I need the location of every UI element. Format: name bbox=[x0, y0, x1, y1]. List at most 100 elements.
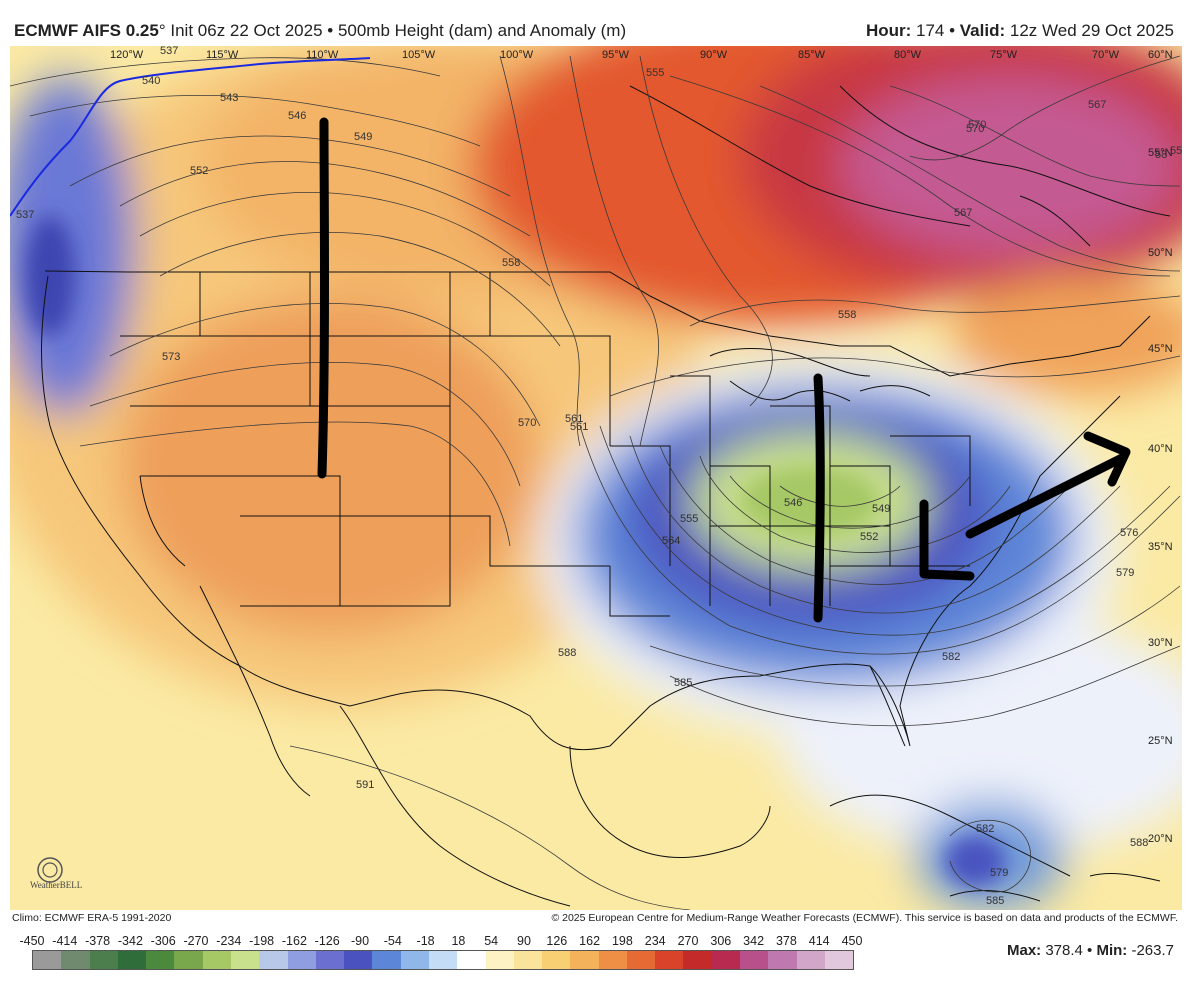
legend-tick: 126 bbox=[546, 934, 568, 948]
contour-label: 579 bbox=[1116, 567, 1134, 579]
legend-swatch bbox=[287, 951, 316, 969]
hour-label: Hour: bbox=[865, 21, 912, 40]
copyright-note: © 2025 European Centre for Medium-Range … bbox=[551, 912, 1178, 924]
contour-label: 573 bbox=[162, 351, 180, 363]
legend-swatch bbox=[61, 951, 90, 969]
contour-label: 576 bbox=[1120, 527, 1138, 539]
model-name: ECMWF AIFS 0.25 bbox=[14, 21, 159, 40]
legend-tick: 450 bbox=[841, 934, 863, 948]
legend-swatch bbox=[315, 951, 345, 969]
extra-label: 58 bbox=[1155, 149, 1167, 161]
legend-tick: 54 bbox=[484, 934, 499, 948]
valid-value: 12z Wed 29 Oct 2025 bbox=[1005, 21, 1174, 40]
latitude-label-top: 60°N bbox=[1148, 49, 1173, 61]
longitude-label: 115°W bbox=[206, 49, 239, 61]
extra-label: 567 bbox=[1088, 99, 1106, 111]
latitude-label: 30°N bbox=[1148, 637, 1173, 649]
logo-text: WeatherBELL bbox=[30, 880, 82, 890]
longitude-label: 70°W bbox=[1092, 49, 1120, 61]
latitude-label: 45°N bbox=[1148, 343, 1173, 355]
legend-tick: 306 bbox=[710, 934, 732, 948]
hurricane-label: 585 bbox=[986, 895, 1004, 907]
legend-tick: -198 bbox=[249, 934, 275, 948]
extra-label: 570 bbox=[966, 123, 984, 135]
contour-label: 549 bbox=[354, 131, 372, 143]
latitude-label: 50°N bbox=[1148, 247, 1173, 259]
legend-tick: 414 bbox=[808, 934, 830, 948]
map-canvas: 537 540 543 546 549 552 555 558 561 564 … bbox=[10, 46, 1182, 910]
contour-label: 588 bbox=[558, 647, 576, 659]
contour-label: 567 bbox=[954, 207, 972, 219]
legend-tick: 342 bbox=[743, 934, 765, 948]
latitude-label: 20°N bbox=[1148, 833, 1173, 845]
legend-swatch bbox=[174, 951, 203, 969]
arrow-shaft-annotation bbox=[965, 453, 1127, 539]
contour-label: 591 bbox=[356, 779, 374, 791]
legend-tick: 90 bbox=[517, 934, 531, 948]
legend-tick: -378 bbox=[85, 934, 111, 948]
weatherbell-logo-graphic: WeatherBELL bbox=[30, 857, 82, 890]
init-time: Init 06z 22 Oct 2025 bbox=[165, 21, 328, 40]
longitude-label: 90°W bbox=[700, 49, 728, 61]
legend-swatch bbox=[259, 951, 288, 969]
legend-swatch bbox=[740, 951, 769, 969]
hurricane-label: 579 bbox=[990, 867, 1008, 879]
max-min-readout: Max: 378.4 • Min: -263.7 bbox=[1007, 942, 1174, 959]
map-boundaries bbox=[41, 85, 1171, 907]
legend-swatch bbox=[598, 951, 627, 969]
latitude-label: 40°N bbox=[1148, 443, 1173, 455]
contour-label: 564 bbox=[662, 535, 680, 547]
contour-label: 555 bbox=[646, 67, 664, 79]
longitude-label: 75°W bbox=[990, 49, 1018, 61]
legend-tick: -162 bbox=[281, 934, 307, 948]
legend-swatch bbox=[655, 951, 684, 969]
legend-tick: 162 bbox=[579, 934, 601, 948]
footer: Climo: ECMWF ERA-5 1991-2020 © 2025 Euro… bbox=[0, 908, 1200, 981]
extra-label: 537 bbox=[16, 209, 34, 221]
540-contour bbox=[10, 57, 371, 217]
east-line-annotation bbox=[813, 373, 825, 623]
trough-label: 555 bbox=[680, 513, 698, 525]
legend-swatch bbox=[457, 951, 486, 969]
latitude-label: 25°N bbox=[1148, 735, 1173, 747]
legend-swatch bbox=[230, 951, 260, 969]
min-value: -263.7 bbox=[1127, 942, 1174, 959]
legend-tick: 234 bbox=[644, 934, 666, 948]
trough-label: 552 bbox=[860, 531, 878, 543]
trough-label: 561 bbox=[570, 421, 588, 433]
extra-label: 55 bbox=[1170, 145, 1182, 157]
legend-tick: -18 bbox=[416, 934, 435, 948]
legend-swatch bbox=[513, 951, 543, 969]
product-name: 500mb Height (dam) and Anomaly (m) bbox=[333, 21, 627, 40]
legend-swatch bbox=[485, 951, 514, 969]
legend-swatch bbox=[344, 951, 373, 969]
arrow-head-annotation bbox=[1083, 431, 1131, 487]
max-label: Max: bbox=[1006, 942, 1042, 959]
extra-label: 588 bbox=[1130, 837, 1148, 849]
map-title: ECMWF AIFS 0.25° Init 06z 22 Oct 2025 • … bbox=[14, 21, 626, 41]
latitude-labels: 55°N 50°N 45°N 40°N 35°N 30°N 25°N 20°N bbox=[1148, 147, 1173, 845]
legend-swatch bbox=[202, 951, 231, 969]
legend-swatch bbox=[683, 951, 712, 969]
climo-note: Climo: ECMWF ERA-5 1991-2020 bbox=[12, 912, 172, 924]
legend-tick-labels: -450 -414 -378 -342 -306 -270 -234 -198 -162 -126… bbox=[19, 934, 862, 950]
valid-label: Valid: bbox=[959, 21, 1006, 40]
l-shape-annotation bbox=[919, 499, 975, 581]
longitude-label: 120°W bbox=[110, 49, 144, 61]
legend-tick: -414 bbox=[52, 934, 78, 948]
legend-tick: 198 bbox=[611, 934, 633, 948]
height-contours bbox=[10, 55, 1181, 910]
west-line-annotation bbox=[317, 117, 329, 479]
latitude-label: 35°N bbox=[1148, 541, 1173, 553]
contour-label: 558 bbox=[502, 257, 520, 269]
legend-tick: -54 bbox=[383, 934, 402, 948]
legend-swatch bbox=[626, 951, 656, 969]
legend-swatch bbox=[117, 951, 147, 969]
trough-label: 546 bbox=[784, 497, 802, 509]
longitude-label: 80°W bbox=[894, 49, 922, 61]
trough-label: 570 bbox=[518, 417, 536, 429]
legend-tick: -234 bbox=[216, 934, 242, 948]
contour-label: 582 bbox=[942, 651, 960, 663]
legend-swatch bbox=[824, 951, 854, 969]
contour-label: 537 bbox=[160, 46, 178, 57]
